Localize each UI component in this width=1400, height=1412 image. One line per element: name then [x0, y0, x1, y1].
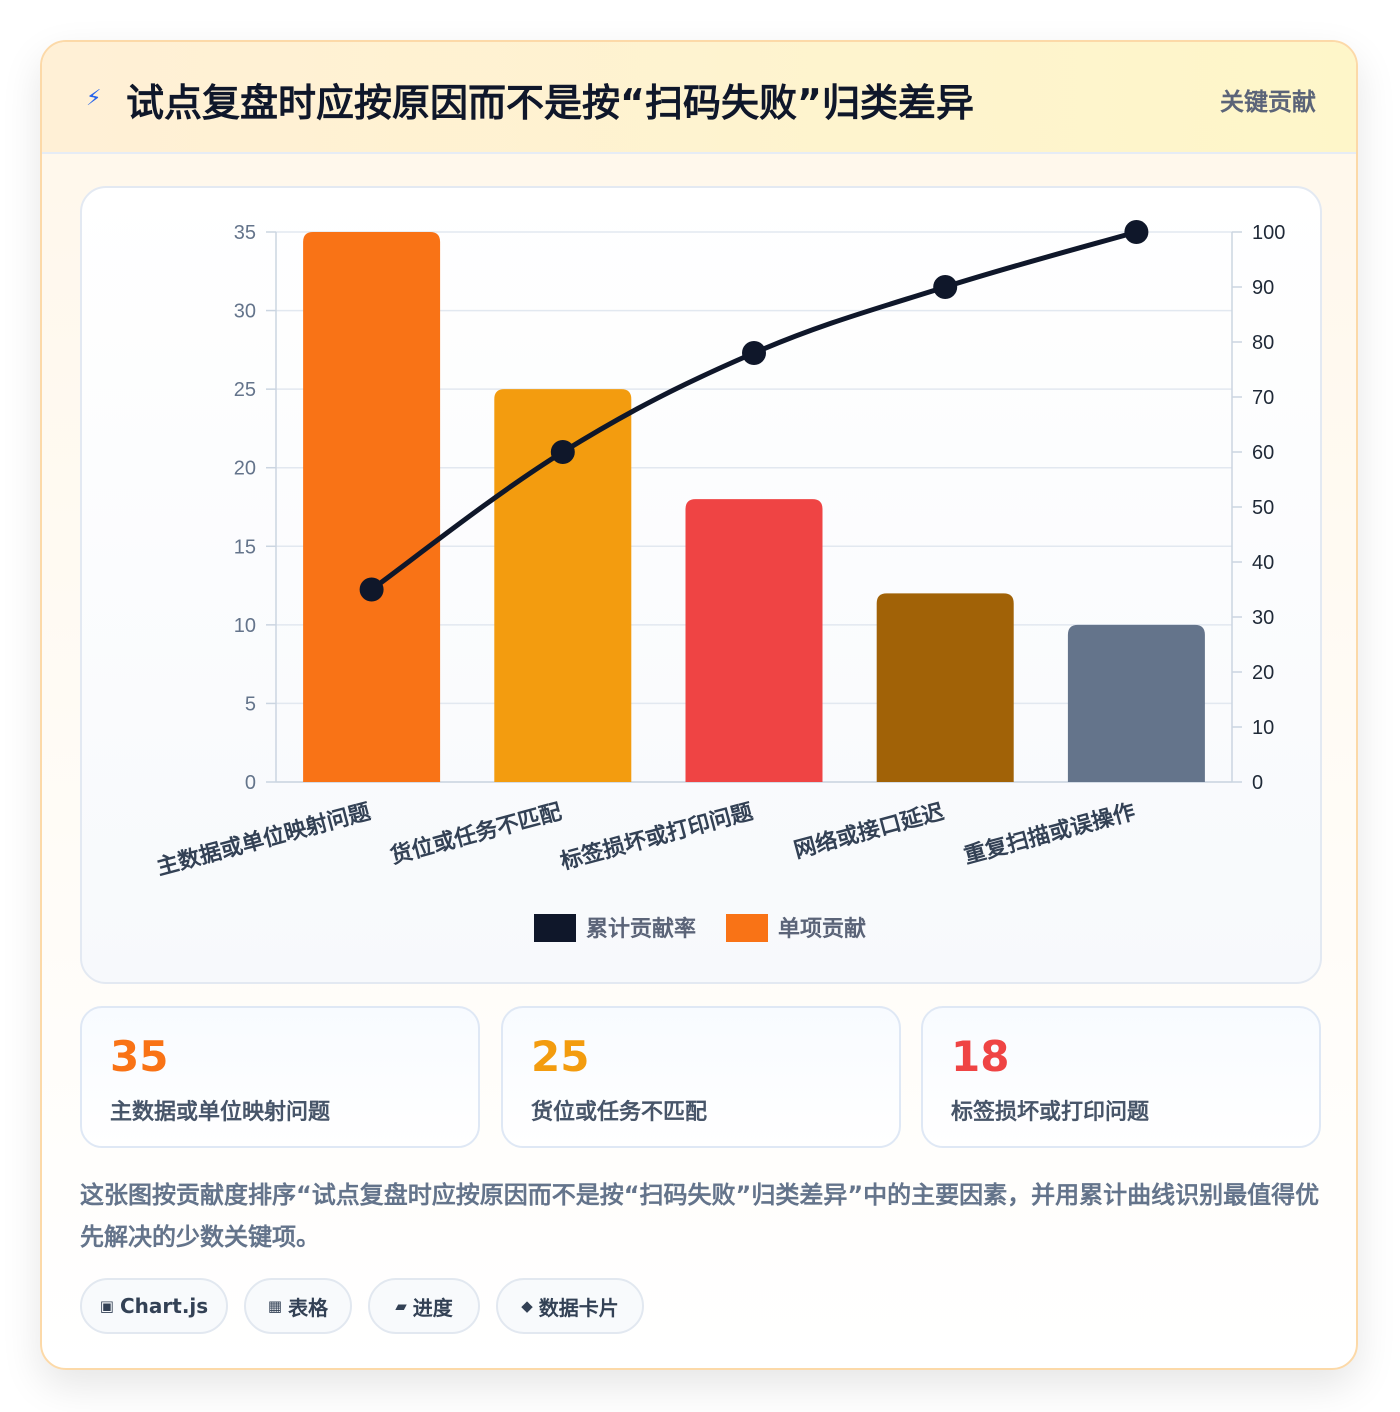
right-tick-label: 80 — [1252, 332, 1274, 354]
table-icon: ▦ — [267, 1297, 283, 1315]
left-tick-label: 5 — [245, 693, 256, 715]
stat-value: 25 — [531, 1032, 590, 1081]
right-tick-label: 90 — [1252, 277, 1274, 299]
chart-panel: 0 5 10 15 20 25 30 35 0 10 20 30 40 50 60 70 80 90 100 主数据或… — [80, 186, 1322, 984]
cumulative-point-4 — [933, 275, 958, 299]
chip-progress[interactable]: ▰ 进度 — [368, 1278, 480, 1334]
right-tick-label: 70 — [1252, 387, 1274, 409]
cumulative-point-2 — [550, 440, 575, 464]
stat-label: 标签损坏或打印问题 — [951, 1100, 1150, 1125]
bar-3 — [685, 499, 823, 782]
chip-table[interactable]: ▦ 表格 — [244, 1278, 352, 1334]
page-title: 试点复盘时应按原因而不是按“扫码失败”归类差异 — [126, 81, 974, 125]
cumulative-point-1 — [359, 577, 384, 602]
bar-1 — [303, 232, 441, 782]
lightning-icon: ⚡ — [86, 86, 102, 111]
x-tick-label: 重复扫描或误操作 — [961, 799, 1138, 870]
left-tick-label: 10 — [234, 615, 256, 637]
stat-label: 货位或任务不匹配 — [531, 1100, 708, 1125]
pareto-chart: 0 5 10 15 20 25 30 35 0 10 20 30 40 50 60 70 80 90 100 主数据或… — [154, 220, 1285, 942]
progress-icon: ▰ — [395, 1297, 407, 1315]
right-tick-label: 100 — [1252, 222, 1285, 244]
stat-card-3: 18 标签损坏或打印问题 — [921, 1006, 1321, 1148]
stat-card-2: 25 货位或任务不匹配 — [501, 1006, 901, 1148]
x-tick-label: 货位或任务不匹配 — [388, 799, 565, 870]
left-tick-label: 0 — [245, 772, 256, 794]
chart-card: ⚡ 试点复盘时应按原因而不是按“扫码失败”归类差异 关键贡献 0 5 10 15 20 2… — [40, 40, 1358, 1370]
chip-label: Chart.js — [119, 1294, 209, 1318]
bar-4 — [876, 593, 1014, 782]
data-card-icon: ◆ — [521, 1297, 533, 1315]
x-tick-label: 标签损坏或打印问题 — [558, 798, 757, 875]
right-tick-label: 30 — [1252, 607, 1274, 629]
stat-value: 18 — [951, 1032, 1010, 1081]
x-tick-label: 网络或接口延迟 — [791, 799, 946, 864]
header-tag: 关键贡献 — [1220, 88, 1316, 116]
chart-icon: ▣ — [99, 1297, 114, 1315]
chart-description: 这张图按贡献度排序“试点复盘时应按原因而不是按“扫码失败”归类差异”中的主要因素… — [80, 1181, 1320, 1251]
legend-label: 累计贡献率 — [586, 916, 696, 942]
left-tick-label: 20 — [234, 458, 256, 480]
left-tick-label: 25 — [234, 379, 256, 401]
x-tick-label: 主数据或单位映射问题 — [154, 798, 374, 880]
right-tick-label: 40 — [1252, 552, 1274, 574]
chip-label: 表格 — [288, 1295, 329, 1320]
right-tick-label: 10 — [1252, 717, 1274, 739]
stat-value: 35 — [110, 1032, 169, 1081]
chip-label: 数据卡片 — [538, 1295, 619, 1320]
left-tick-label: 35 — [234, 222, 256, 244]
right-tick-label: 60 — [1252, 442, 1274, 464]
card-header: ⚡ 试点复盘时应按原因而不是按“扫码失败”归类差异 关键贡献 — [42, 42, 1356, 154]
right-tick-label: 20 — [1252, 662, 1274, 684]
left-tick-label: 30 — [234, 301, 256, 323]
right-tick-label: 0 — [1252, 772, 1263, 794]
cumulative-point-5 — [1124, 220, 1149, 244]
legend-swatch — [534, 914, 576, 942]
stat-label: 主数据或单位映射问题 — [110, 1100, 331, 1125]
chip-data-card[interactable]: ◆ 数据卡片 — [496, 1278, 644, 1334]
bar-5 — [1067, 624, 1205, 782]
cumulative-point-3 — [742, 341, 766, 365]
chip-chartjs[interactable]: ▣ Chart.js — [80, 1278, 228, 1334]
stat-card-1: 35 主数据或单位映射问题 — [80, 1006, 480, 1148]
chip-label: 进度 — [412, 1295, 453, 1320]
legend-label: 单项贡献 — [778, 916, 866, 942]
legend-swatch — [726, 914, 768, 942]
bar-2 — [494, 389, 632, 782]
left-tick-label: 15 — [234, 536, 256, 558]
right-tick-label: 50 — [1252, 497, 1274, 519]
